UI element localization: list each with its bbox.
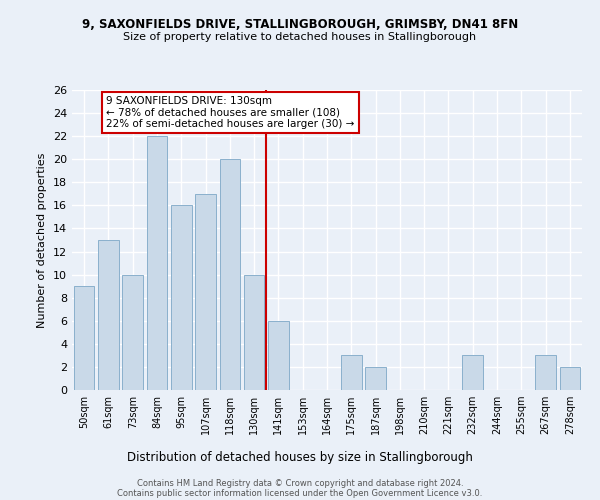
Text: Contains HM Land Registry data © Crown copyright and database right 2024.: Contains HM Land Registry data © Crown c… [137, 480, 463, 488]
Bar [220, 159, 240, 390]
Text: Distribution of detached houses by size in Stallingborough: Distribution of detached houses by size … [127, 451, 473, 464]
Bar [74, 286, 94, 390]
Bar [146, 136, 167, 390]
Bar [171, 206, 191, 390]
Y-axis label: Number of detached properties: Number of detached properties [37, 152, 47, 328]
Text: 9 SAXONFIELDS DRIVE: 130sqm
← 78% of detached houses are smaller (108)
22% of se: 9 SAXONFIELDS DRIVE: 130sqm ← 78% of det… [106, 96, 355, 129]
Bar [463, 356, 483, 390]
Bar [195, 194, 216, 390]
Bar [560, 367, 580, 390]
Bar [244, 274, 265, 390]
Text: Size of property relative to detached houses in Stallingborough: Size of property relative to detached ho… [124, 32, 476, 42]
Bar [268, 321, 289, 390]
Bar [535, 356, 556, 390]
Bar [98, 240, 119, 390]
Bar [341, 356, 362, 390]
Text: Contains public sector information licensed under the Open Government Licence v3: Contains public sector information licen… [118, 490, 482, 498]
Text: 9, SAXONFIELDS DRIVE, STALLINGBOROUGH, GRIMSBY, DN41 8FN: 9, SAXONFIELDS DRIVE, STALLINGBOROUGH, G… [82, 18, 518, 30]
Bar [122, 274, 143, 390]
Bar [365, 367, 386, 390]
